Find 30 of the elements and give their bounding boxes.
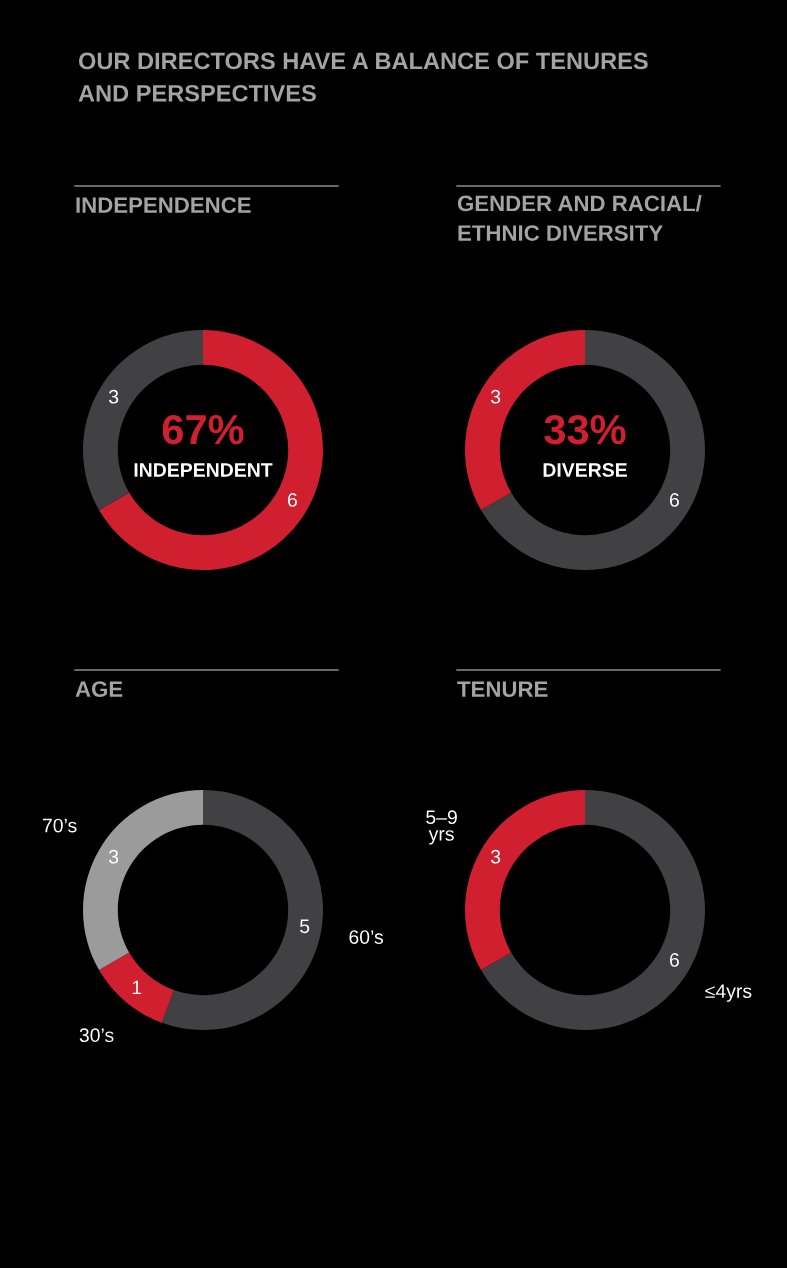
donut-slice [481,790,705,1030]
slice-label: 60’s [349,930,384,944]
data-label: 6 [287,493,297,507]
donut-slice [83,790,203,970]
data-label: 3 [490,389,501,404]
donut-slice [465,790,585,970]
chart-title: GENDER AND RACIAL/ ETHNIC DIVERSITY [457,195,702,241]
data-label: 5 [300,919,310,934]
data-label: 3 [108,389,119,404]
slice-label: 30’s [79,1028,114,1043]
donut-slice [99,952,174,1023]
data-label: 6 [669,493,679,507]
text: DIVERSE [543,463,627,477]
data-label: 6 [669,953,679,967]
data-label: 1 [132,980,142,995]
donut-slice [161,790,323,1030]
data-label: 3 [490,849,501,864]
chart-title: INDEPENDENCE [76,197,251,213]
slice-label: 5–9 yrs [426,810,457,845]
chart-title: TENURE [457,681,548,697]
text: 33% [544,414,626,445]
slice-label: 70’s [42,818,77,833]
donut-slice [99,330,323,570]
data-label: 3 [108,849,119,864]
donut-slice [481,330,705,570]
slice-label: ≤4yrs [705,984,752,1002]
chart-title: AGE [75,681,123,697]
text: 67% [162,414,244,445]
text: INDEPENDENT [134,463,273,477]
text: OUR DIRECTORS HAVE A BALANCE OF TENURES AND PERSPECTIVES [78,52,648,102]
